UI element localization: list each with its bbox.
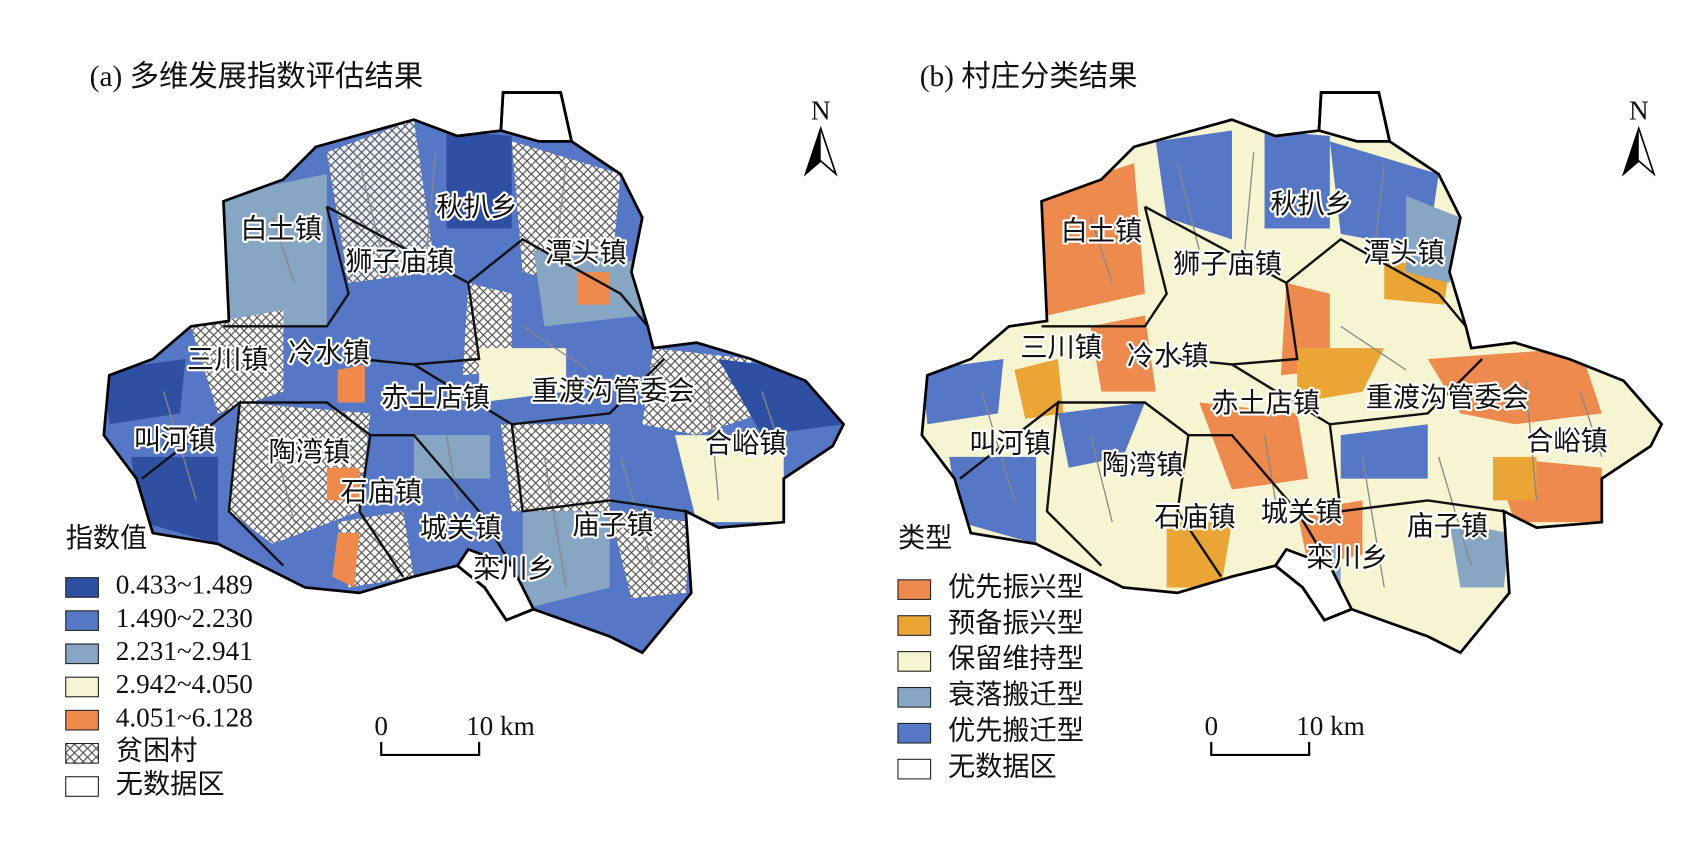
town-label: 重渡沟管委会 — [1366, 383, 1529, 413]
town-label: 秋扒乡 — [1271, 189, 1353, 219]
north-arrow: N — [803, 95, 838, 177]
legend-label: 贫困村 — [116, 736, 198, 766]
legend-swatch — [897, 722, 932, 744]
legend-label: 4.051~6.128 — [116, 702, 253, 732]
north-arrow: N — [1621, 95, 1656, 177]
legend-label: 0.433~1.489 — [116, 570, 253, 600]
legend-swatch — [65, 643, 99, 665]
legend-swatch — [897, 758, 932, 780]
legend-swatch — [897, 615, 932, 636]
town-label: 庙子镇 — [1407, 511, 1489, 541]
town-label: 石庙镇 — [1154, 502, 1236, 532]
legend-swatch — [897, 579, 932, 600]
legend-label: 1.490~2.230 — [116, 603, 253, 633]
scale-label: 0 — [1204, 711, 1218, 741]
town-label: 三川镇 — [187, 344, 269, 374]
town-label: 城关镇 — [1261, 497, 1343, 527]
legend-label: 预备振兴型 — [948, 608, 1084, 638]
town-label: 潭头镇 — [1363, 238, 1445, 268]
legend-label: 保留维持型 — [948, 644, 1084, 674]
town-label: 城关镇 — [420, 513, 502, 543]
map-panel: (b) 村庄分类结果 — [897, 60, 1663, 781]
scale-label: 10 km — [1296, 711, 1365, 741]
town-label: 白土镇 — [1061, 216, 1143, 246]
town-label: 栾川乡 — [1306, 542, 1388, 572]
town-label: 栾川乡 — [473, 553, 555, 583]
town-label: 白土镇 — [240, 214, 322, 244]
legend-swatch — [65, 709, 99, 731]
legend-swatch — [65, 776, 99, 797]
town-label: 秋扒乡 — [436, 192, 518, 222]
town-label: 赤土店镇 — [381, 383, 490, 413]
legend-swatch — [65, 610, 99, 631]
town-label: 狮子庙镇 — [345, 247, 454, 277]
scale-bar: 0 10 km — [374, 711, 535, 757]
town-label: 石庙镇 — [340, 477, 422, 507]
legend-label: 优先搬迁型 — [948, 715, 1084, 745]
legend-label: 无数据区 — [948, 751, 1057, 781]
legend-title: 指数值 — [66, 523, 148, 553]
town-label: 重渡沟管委会 — [531, 376, 694, 406]
town-label: 冷水镇 — [288, 338, 370, 368]
town-label: 冷水镇 — [1127, 341, 1209, 371]
map-panel: (a) 多维发展指数评估结果 — [65, 60, 845, 799]
legend-swatch — [65, 577, 99, 598]
town-label: 合峪镇 — [705, 428, 787, 458]
town-label: 陶湾镇 — [269, 437, 351, 467]
panel-title: (b) 村庄分类结果 — [920, 60, 1138, 93]
scale-label: 0 — [374, 711, 388, 741]
scale-bar: 0 10 km — [1204, 711, 1365, 757]
town-label: 叫河镇 — [969, 428, 1051, 458]
scale-label: 10 km — [466, 711, 535, 741]
legend-swatch — [65, 743, 99, 764]
panel-title: (a) 多维发展指数评估结果 — [90, 60, 424, 93]
legend-label: 2.231~2.941 — [116, 636, 253, 666]
legend-label: 无数据区 — [116, 769, 225, 799]
legend-label: 2.942~4.050 — [116, 669, 253, 699]
legend-swatch — [897, 651, 932, 672]
legend-swatch — [897, 686, 932, 708]
town-label: 叫河镇 — [134, 425, 216, 455]
town-label: 潭头镇 — [545, 238, 627, 268]
legend: 指数值 0.433~1.4891.490~2.2302.231~2.9412.94… — [65, 523, 253, 799]
north-label: N — [811, 95, 831, 125]
legend-label: 衰落搬迁型 — [948, 680, 1084, 710]
north-label: N — [1629, 95, 1649, 125]
town-label: 三川镇 — [1020, 333, 1102, 363]
town-label: 庙子镇 — [572, 510, 654, 540]
town-label: 狮子庙镇 — [1173, 249, 1282, 279]
town-label: 陶湾镇 — [1102, 450, 1184, 480]
legend-title: 类型 — [898, 523, 952, 553]
town-label: 赤土店镇 — [1211, 388, 1320, 418]
legend-label: 优先振兴型 — [948, 572, 1084, 602]
town-label: 合峪镇 — [1526, 426, 1608, 456]
legend-swatch — [65, 676, 99, 698]
